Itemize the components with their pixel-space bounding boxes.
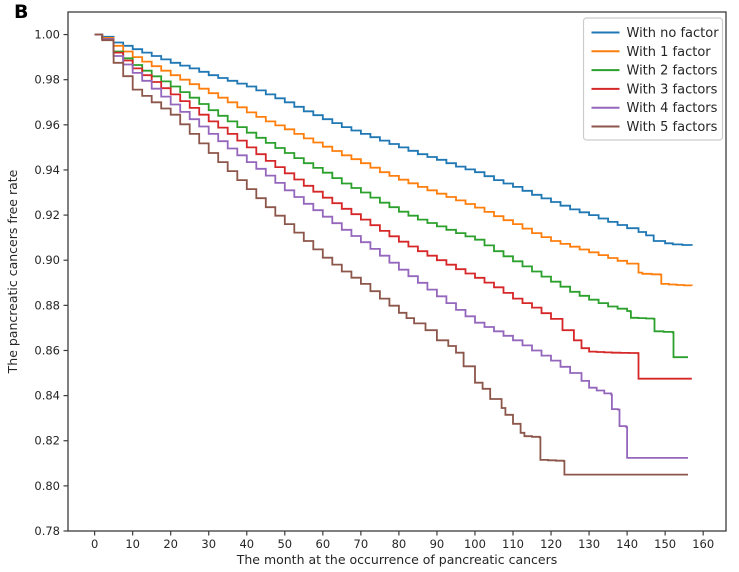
- x-tick-label: 160: [692, 537, 714, 551]
- x-tick-label: 90: [430, 537, 445, 551]
- y-tick-label: 0.84: [34, 389, 60, 403]
- series-line-with-3-factors: [94, 33, 692, 380]
- x-tick-label: 50: [277, 537, 292, 551]
- x-tick-label: 100: [464, 537, 486, 551]
- x-tick-label: 30: [201, 537, 216, 551]
- legend-label: With 4 factors: [627, 101, 718, 116]
- x-tick-label: 80: [392, 537, 407, 551]
- y-tick-label: 0.98: [34, 73, 60, 87]
- y-axis: 0.78 0.80 0.82 0.84 0.86 0.88 0.90 0.92 0.94 0.96…: [34, 28, 68, 538]
- y-tick-label: 0.94: [34, 163, 60, 177]
- legend-entry-with-no-factor: With no factor: [591, 26, 720, 41]
- legend-label: With 1 factor: [627, 45, 712, 60]
- series-line-with-5-factors: [94, 33, 688, 476]
- x-tick-label: 150: [654, 537, 676, 551]
- y-tick-label: 0.88: [34, 298, 60, 312]
- x-tick-label: 110: [502, 537, 524, 551]
- y-tick-label: 0.92: [34, 208, 60, 222]
- legend-box: [582, 17, 724, 141]
- legend: With no factor With 1 factor With 2 factor…: [582, 17, 724, 141]
- legend-entry-with-3-factors: With 3 factors: [591, 82, 718, 97]
- series-line-with-4-factors: [94, 33, 688, 459]
- y-axis-title: The pancreatic cancers free rate: [5, 169, 20, 374]
- y-tick-label: 0.82: [34, 434, 60, 448]
- y-tick-label: 0.78: [34, 524, 60, 538]
- x-axis: 0 10 20 30 40 50 60 70 80 90 100 110 120 130 140 150 160: [91, 531, 714, 551]
- x-tick-label: 0: [91, 537, 98, 551]
- legend-label: With no factor: [627, 26, 720, 41]
- y-tick-label: 1.00: [34, 28, 60, 42]
- legend-entry-with-5-factors: With 5 factors: [591, 120, 718, 135]
- legend-label: With 3 factors: [627, 82, 718, 97]
- series-line-with-1-factor: [94, 33, 693, 287]
- series-line-with-2-factors: [94, 33, 688, 359]
- legend-entry-with-2-factors: With 2 factors: [591, 64, 718, 79]
- x-tick-label: 60: [316, 537, 331, 551]
- plot-frame: [67, 11, 727, 532]
- x-axis-title: The month at the occurrence of pancreati…: [236, 552, 558, 567]
- y-tick-label: 0.90: [34, 253, 60, 267]
- x-tick-label: 140: [616, 537, 638, 551]
- x-tick-label: 10: [125, 537, 140, 551]
- legend-entry-with-4-factors: With 4 factors: [591, 101, 718, 116]
- panel-label: B: [14, 1, 29, 23]
- x-tick-label: 120: [540, 537, 562, 551]
- legend-entry-with-1-factor: With 1 factor: [591, 45, 712, 60]
- x-tick-label: 40: [239, 537, 254, 551]
- x-tick-label: 20: [163, 537, 178, 551]
- y-tick-label: 0.80: [34, 479, 60, 493]
- y-tick-label: 0.86: [34, 343, 60, 357]
- y-tick-label: 0.96: [34, 118, 60, 132]
- series-line-with-no-factor: [94, 33, 693, 246]
- legend-label: With 2 factors: [627, 64, 718, 79]
- x-tick-label: 130: [578, 537, 600, 551]
- legend-label: With 5 factors: [627, 120, 718, 135]
- x-tick-label: 70: [354, 537, 369, 551]
